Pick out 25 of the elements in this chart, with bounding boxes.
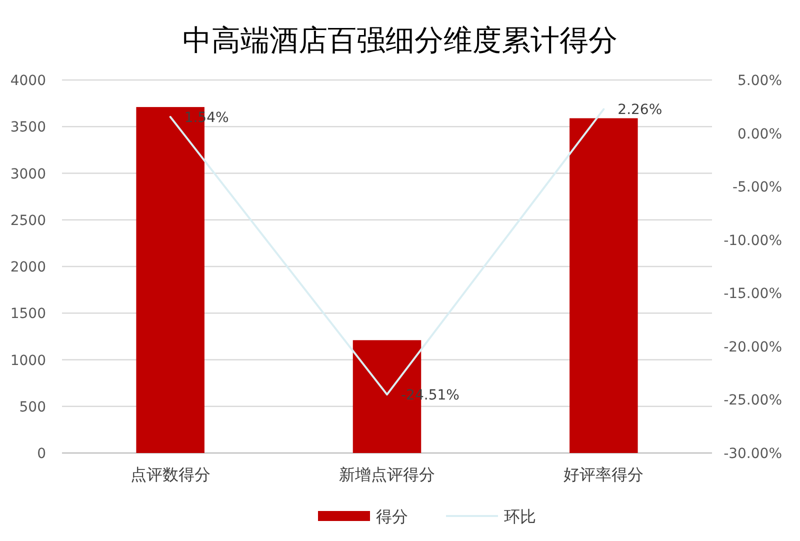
bar — [570, 118, 638, 453]
chart-title: 中高端酒店百强细分维度累计得分 — [182, 23, 618, 57]
data-label: 2.26% — [618, 102, 662, 118]
y-tick-label: 1500 — [10, 306, 46, 322]
y-tick-label: 0 — [37, 446, 46, 462]
x-tick-label: 新增点评得分 — [339, 465, 435, 484]
y-tick-label: 1000 — [10, 352, 46, 369]
y2-tick-label: 5.00% — [738, 73, 782, 89]
y-tick-label: 2000 — [10, 260, 46, 276]
y2-tick-label: 0.00% — [738, 126, 782, 142]
y-tick-label: 3000 — [10, 166, 46, 182]
x-tick-label: 点评数得分 — [130, 465, 210, 484]
legend-label: 环比 — [504, 507, 536, 526]
y-tick-label: 500 — [19, 399, 46, 416]
x-tick-label: 好评率得分 — [564, 465, 644, 484]
legend-label: 得分 — [376, 507, 408, 526]
y-tick-label: 2500 — [10, 212, 46, 229]
y-tick-label: 3500 — [10, 120, 46, 136]
y2-tick-label: -30.00% — [724, 446, 782, 462]
y2-tick-label: -5.00% — [732, 180, 782, 196]
y2-tick-label: -25.00% — [724, 392, 782, 409]
y-tick-label: 4000 — [10, 73, 46, 89]
y2-tick-label: -10.00% — [724, 232, 782, 249]
y2-tick-label: -15.00% — [724, 286, 782, 302]
y2-tick-label: -20.00% — [724, 339, 782, 356]
